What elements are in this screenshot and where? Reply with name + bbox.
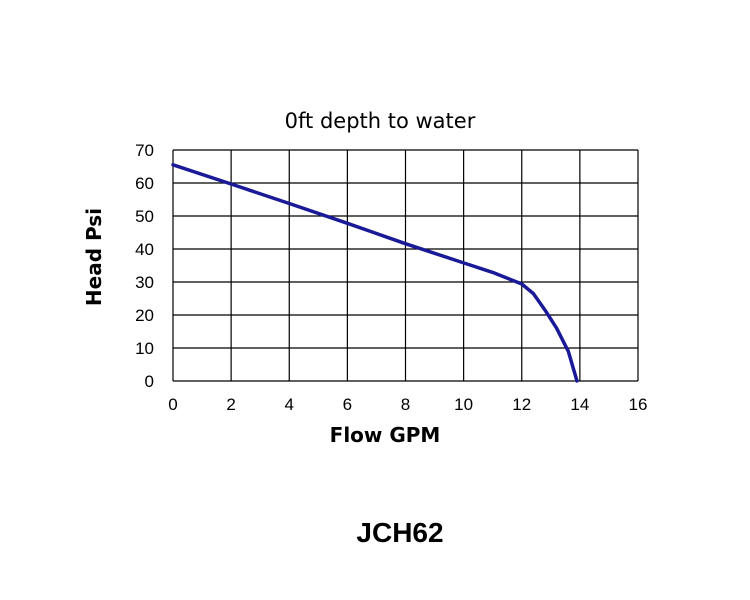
grid (172, 149, 639, 382)
x-tick-label: 4 (285, 395, 294, 414)
chart-title: 0ft depth to water (285, 109, 476, 133)
x-tick-label: 6 (343, 395, 352, 414)
y-tick-label: 60 (135, 174, 154, 193)
x-tick-label: 14 (570, 395, 589, 414)
model-label: JCH62 (356, 517, 443, 548)
x-tick-label: 16 (629, 395, 648, 414)
x-tick-label: 12 (512, 395, 531, 414)
series-line (171, 163, 579, 383)
y-tick-label: 40 (135, 240, 154, 259)
x-tick-label: 8 (401, 395, 410, 414)
x-tick-label: 10 (454, 395, 473, 414)
y-tick-label: 30 (135, 273, 154, 292)
y-tick-label: 20 (135, 306, 154, 325)
y-tick-label: 10 (135, 339, 154, 358)
y-tick-label: 50 (135, 207, 154, 226)
y-axis-title: Head Psi (82, 208, 106, 306)
x-tick-label: 2 (226, 395, 235, 414)
x-tick-label: 0 (168, 395, 177, 414)
y-tick-label: 70 (135, 141, 154, 160)
x-axis-title: Flow GPM (330, 423, 441, 447)
series (171, 163, 579, 383)
y-tick-label: 0 (145, 372, 154, 391)
tick-labels: 0 2 4 6 8 10 12 14 16 0 10 20 30 40 50 60 70 (135, 141, 647, 414)
